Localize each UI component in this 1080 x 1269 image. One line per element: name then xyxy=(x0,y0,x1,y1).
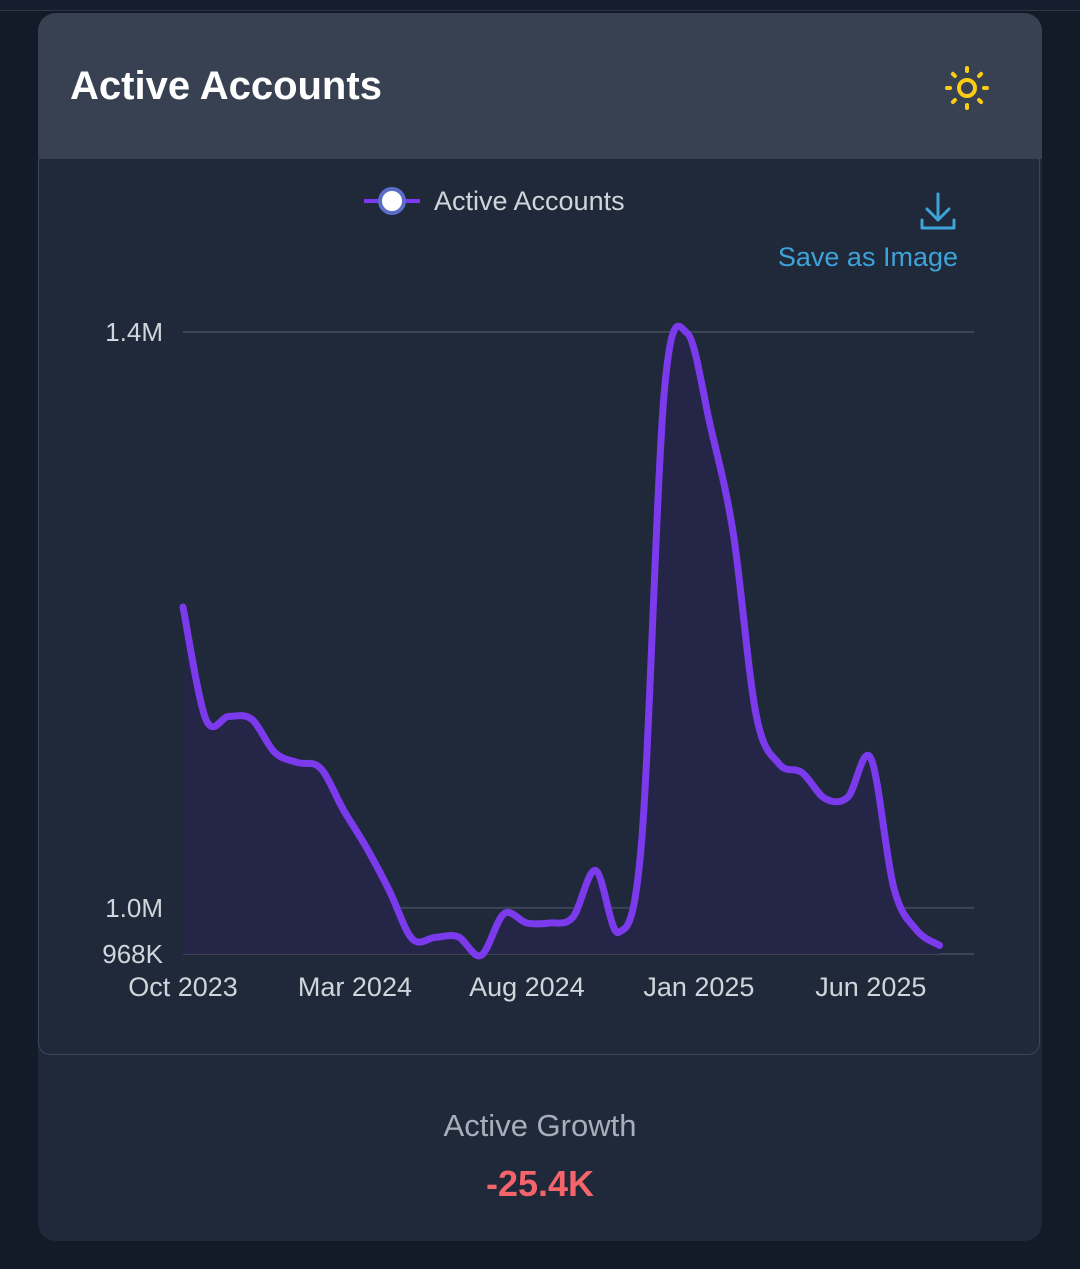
x-tick-label-0: Oct 2023 xyxy=(128,972,238,1002)
active-accounts-card: Active Accounts Active Growth -25.4K xyxy=(38,13,1042,1241)
save-as-image-label: Save as Image xyxy=(777,242,958,272)
legend-marker-icon xyxy=(364,187,420,215)
x-tick-label-4: Jun 2025 xyxy=(815,972,926,1002)
save-as-image-button[interactable]: Save as Image xyxy=(772,190,962,290)
sun-icon xyxy=(945,66,989,110)
y-tick-label-1: 1.0M xyxy=(105,893,163,923)
series-area-0 xyxy=(183,326,940,956)
card-header: Active Accounts xyxy=(38,13,1042,159)
top-bar-edge xyxy=(0,0,1080,11)
legend-label: Active Accounts xyxy=(434,186,625,216)
card-title: Active Accounts xyxy=(70,64,382,108)
growth-value: -25.4K xyxy=(485,1163,595,1204)
chart-panel xyxy=(38,159,1040,1055)
y-tick-label-2: 1.4M xyxy=(105,317,163,347)
legend-item-active-accounts[interactable]: Active Accounts xyxy=(362,184,625,218)
x-tick-label-1: Mar 2024 xyxy=(298,972,412,1002)
x-tick-label-2: Aug 2024 xyxy=(469,972,585,1002)
download-icon xyxy=(920,192,956,230)
x-tick-label-3: Jan 2025 xyxy=(643,972,754,1002)
y-tick-label-0: 968K xyxy=(102,939,163,969)
growth-label: Active Growth xyxy=(443,1108,637,1143)
theme-toggle-button[interactable] xyxy=(944,65,990,111)
series-line-0 xyxy=(179,322,944,960)
